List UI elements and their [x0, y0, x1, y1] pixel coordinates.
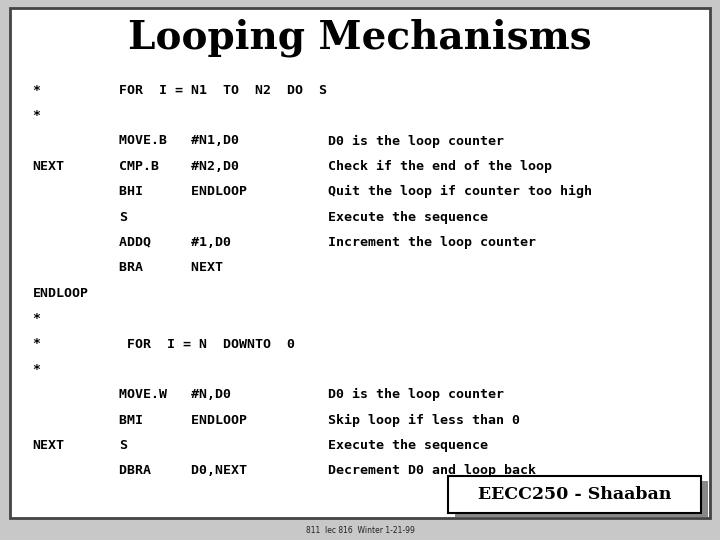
Text: *: *	[32, 109, 40, 122]
Text: Looping Mechanisms: Looping Mechanisms	[128, 19, 592, 57]
Text: ENDLOOP: ENDLOOP	[32, 287, 89, 300]
Text: Decrement D0 and loop back: Decrement D0 and loop back	[328, 464, 536, 477]
Text: D0 is the loop counter: D0 is the loop counter	[328, 388, 503, 401]
Text: 811  lec 816  Winter 1-21-99: 811 lec 816 Winter 1-21-99	[305, 526, 415, 535]
Text: Check if the end of the loop: Check if the end of the loop	[328, 160, 552, 173]
Text: D0 is the loop counter: D0 is the loop counter	[328, 134, 503, 147]
Text: ADDQ     #1,D0: ADDQ #1,D0	[119, 236, 231, 249]
Text: BMI      ENDLOOP: BMI ENDLOOP	[119, 414, 247, 427]
Text: *: *	[32, 363, 40, 376]
Text: EECC250 - Shaaban: EECC250 - Shaaban	[478, 486, 671, 503]
Text: FOR  I = N  DOWNTO  0: FOR I = N DOWNTO 0	[119, 338, 294, 350]
Text: BRA      NEXT: BRA NEXT	[119, 261, 222, 274]
Text: S: S	[119, 439, 127, 452]
Text: *: *	[32, 84, 40, 97]
Text: Execute the sequence: Execute the sequence	[328, 211, 487, 224]
Text: FOR  I = N1  TO  N2  DO  S: FOR I = N1 TO N2 DO S	[119, 84, 327, 97]
Text: DBRA     D0,NEXT: DBRA D0,NEXT	[119, 464, 247, 477]
Text: NEXT: NEXT	[32, 439, 64, 452]
Text: S: S	[119, 211, 127, 224]
Text: Execute the sequence: Execute the sequence	[328, 439, 487, 452]
Text: Skip loop if less than 0: Skip loop if less than 0	[328, 414, 520, 427]
Text: MOVE.W   #N,D0: MOVE.W #N,D0	[119, 388, 231, 401]
Text: MOVE.B   #N1,D0: MOVE.B #N1,D0	[119, 134, 239, 147]
Text: CMP.B    #N2,D0: CMP.B #N2,D0	[119, 160, 239, 173]
FancyBboxPatch shape	[10, 8, 710, 518]
Text: NEXT: NEXT	[32, 160, 64, 173]
Text: Increment the loop counter: Increment the loop counter	[328, 236, 536, 249]
Text: *: *	[32, 338, 40, 350]
Text: BHI      ENDLOOP: BHI ENDLOOP	[119, 185, 247, 198]
Text: *: *	[32, 312, 40, 325]
Text: Quit the loop if counter too high: Quit the loop if counter too high	[328, 185, 592, 198]
FancyBboxPatch shape	[448, 476, 701, 513]
FancyBboxPatch shape	[455, 481, 708, 517]
